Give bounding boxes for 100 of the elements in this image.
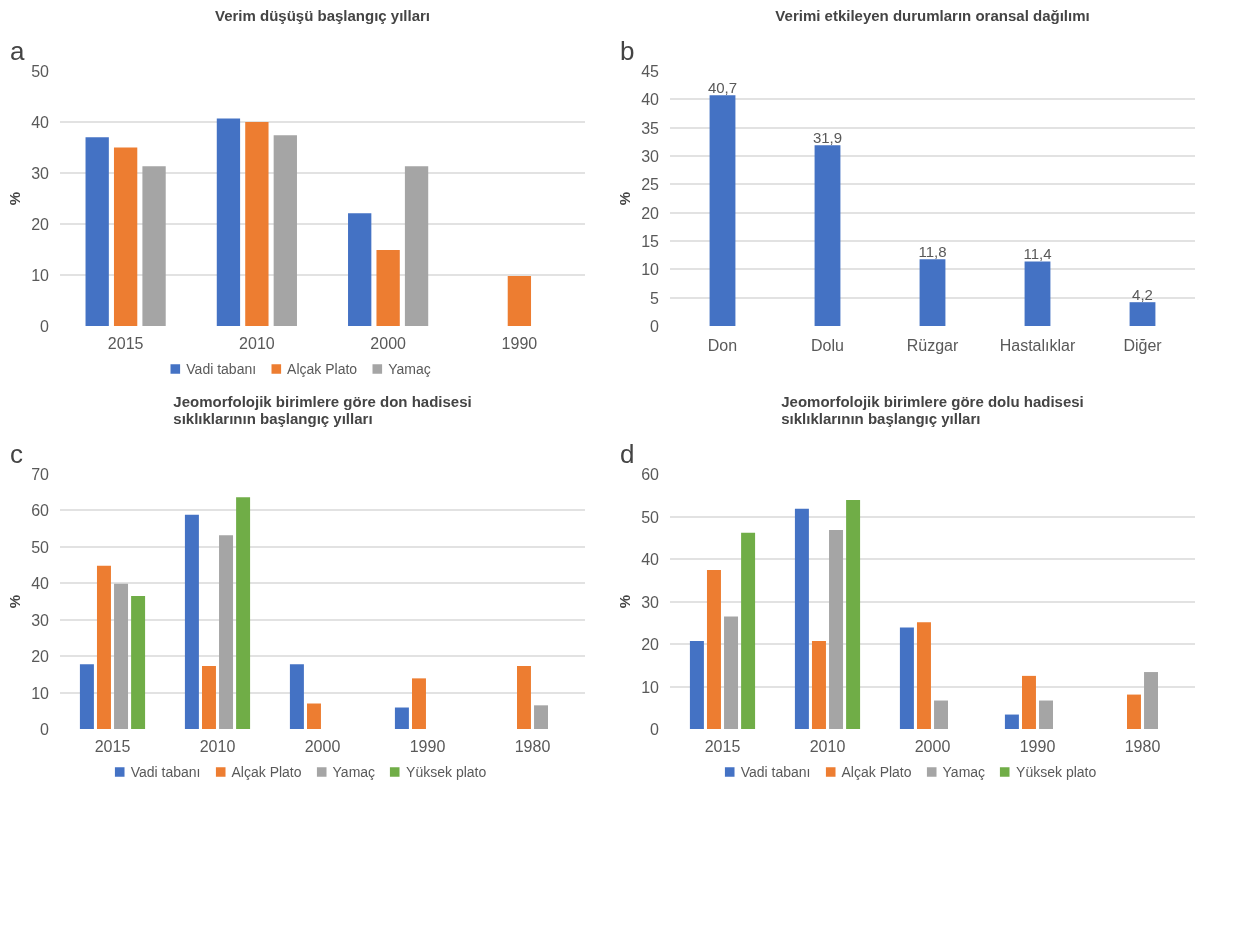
bar [1039,700,1054,729]
legend-label: Yüksek plato [1016,764,1097,780]
y-tick-label: 50 [31,63,50,80]
x-tick-label: Rüzgar [906,337,959,354]
text: d [620,439,635,469]
bar [219,535,234,729]
x-tick-label: 2015 [94,738,131,755]
legend-label: Vadi tabanı [186,361,257,377]
y-tick-label: 0 [650,318,660,335]
y-tick-label: 25 [641,176,660,194]
x-tick-label: 1990 [409,738,446,755]
bar [846,499,861,729]
bar [1129,302,1156,326]
x-tick-label: Don [707,337,738,354]
legend-label: Yamaç [388,361,431,377]
y-tick-label: 30 [31,165,50,182]
bar [709,95,736,326]
x-tick-label: 1980 [1124,738,1161,755]
bar [114,583,129,729]
y-tick-label: 10 [31,684,50,702]
legend-label: Vadi tabanı [740,764,811,780]
data-label: 31,9 [812,129,843,147]
bar [899,627,914,729]
x-tick-label: 2015 [704,738,741,755]
x-tick-label: 2015 [107,335,144,352]
x-tick-label: 1990 [1019,738,1056,755]
y-tick-label: 0 [40,318,50,335]
y-tick-label: 30 [641,593,660,611]
y-tick-label: 10 [641,678,660,696]
bar [376,250,400,326]
chart-title: Jeomorfolojik birimlere göre dolu hadisesi sıklıklarının başlangıç yılları [781,393,1084,427]
y-tick-label: 70 [31,466,50,483]
y-axis-title: % [6,191,24,206]
bar [794,508,809,729]
bar [1144,672,1159,729]
x-tick-label: 2010 [199,738,236,755]
bar [273,135,297,326]
x-tick-label: 2000 [370,335,407,352]
bar [113,147,138,326]
y-tick-label: 0 [650,721,660,738]
y-tick-label: 20 [31,216,50,233]
y-tick-label: 30 [641,148,660,165]
bar [245,122,269,326]
bar [184,514,199,729]
y-tick-label: 30 [31,611,50,629]
bar [1021,675,1036,729]
legend-label: Vadi tabanı [130,764,201,780]
x-tick-label: 1990 [501,335,538,352]
bar [131,596,146,729]
bar [404,166,429,326]
legend-label: Alçak Plato [841,764,912,780]
chart-title: Jeomorfolojik birimlere göre don hadisesi sıklıklarının başlangıç yılları [173,393,472,427]
bar [411,678,426,729]
legend-label: Yamaç [942,764,986,780]
y-axis-title: % [6,594,24,609]
bar [741,532,756,729]
bar [919,259,946,326]
bar [706,570,721,729]
y-axis-title: % [616,191,634,206]
data-label: 11,8 [918,243,947,261]
x-tick-label: 2000 [914,738,951,755]
y-tick-label: 20 [641,636,660,653]
bar [689,641,704,729]
bar [829,530,844,729]
bar [79,664,94,729]
chart-title: Verimi etkileyen durumların oransal dağılımı [775,7,1090,24]
x-tick-label: Diğer [1123,337,1163,354]
bar [814,145,841,326]
bar [1126,694,1141,729]
y-tick-label: 40 [31,114,50,131]
y-tick-label: 0 [40,721,50,738]
y-axis-title: % [616,594,634,609]
data-label: 4,2 [1132,286,1153,304]
y-tick-label: 10 [31,267,50,284]
x-tick-label: Dolu [811,337,844,354]
bar [507,276,532,326]
y-tick-label: 40 [641,91,660,109]
bar [811,641,826,729]
y-tick-label: 50 [641,508,660,526]
bar [216,118,241,326]
bar [516,665,531,729]
bar [201,665,216,729]
bar [916,622,931,729]
bar [394,707,409,729]
y-tick-label: 40 [641,551,660,568]
x-tick-label: 2010 [239,335,275,352]
bar [96,565,111,729]
bar [1004,714,1019,729]
y-tick-label: 20 [31,648,50,666]
bar [142,166,166,326]
bar [1024,261,1051,326]
y-tick-label: 5 [650,289,660,307]
text: a [10,36,25,66]
bar [534,705,549,729]
data-label: 11,4 [1023,245,1052,263]
bar [348,213,372,326]
x-tick-label: 2000 [304,738,341,755]
legend-label: Yamaç [332,764,376,780]
bar [724,616,739,729]
text: b [620,36,635,66]
